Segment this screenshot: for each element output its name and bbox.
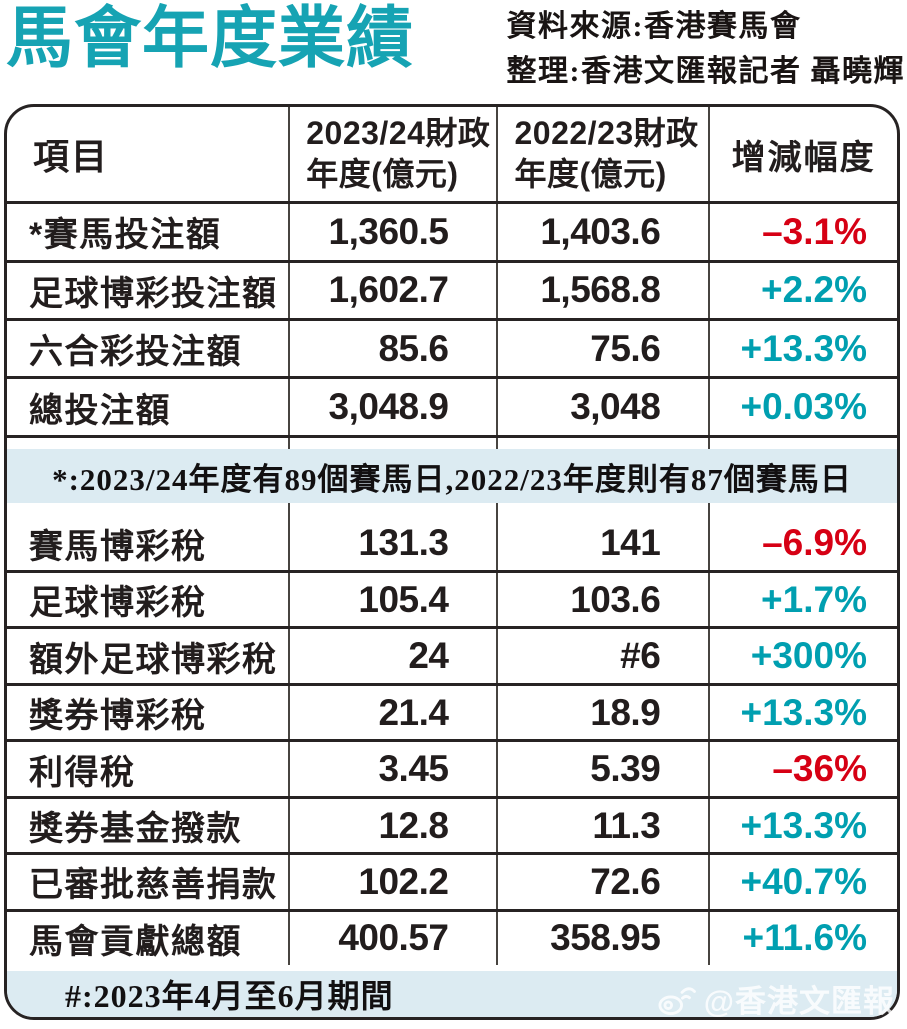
value-fy2024: 24 bbox=[288, 629, 496, 683]
table-header-row: 項目 2023/24財政 年度(億元) 2022/23財政 年度(億元) 增減幅… bbox=[7, 107, 897, 205]
table-row: 額外足球博彩稅 24 #6 +300% bbox=[7, 629, 897, 686]
value-fy2024: 12.8 bbox=[288, 798, 496, 853]
table-row: 利得稅 3.45 5.39 –36% bbox=[7, 742, 897, 799]
value-fy2023: 5.39 bbox=[496, 742, 708, 796]
value-fy2023: 72.6 bbox=[496, 855, 708, 909]
table-row: 足球博彩稅 105.4 103.6 +1.7% bbox=[7, 573, 897, 630]
table-row: *賽馬投注額 1,360.5 1,403.6 –3.1% bbox=[7, 204, 897, 263]
source-line: 資料來源:香港賽馬會 bbox=[506, 10, 802, 43]
row-label: 足球博彩稅 bbox=[29, 584, 207, 623]
value-fy2023: 1,403.6 bbox=[496, 204, 708, 260]
period-note: #:2023年4月至6月期間 bbox=[7, 971, 897, 1017]
column-header-fy2023: 2022/23財政 年度(億元) bbox=[496, 107, 708, 202]
column-header-fy2024-line2: 年度(億元) bbox=[306, 156, 459, 193]
watermark-text: @香港文匯報 bbox=[703, 984, 895, 1019]
table-row: 足球博彩投注額 1,602.7 1,568.8 +2.2% bbox=[7, 262, 897, 322]
page-title: 馬會年度業績 bbox=[6, 1, 414, 76]
table-row: 獎券博彩稅 21.4 18.9 +13.3% bbox=[7, 685, 897, 743]
value-fy2023: 358.95 bbox=[496, 911, 708, 966]
value-fy2023: 18.9 bbox=[496, 685, 708, 740]
change-value: +13.3% bbox=[708, 798, 897, 853]
table-row: 已審批慈善捐款 102.2 72.6 +40.7% bbox=[7, 855, 897, 912]
table-row: 六合彩投注額 85.6 75.6 +13.3% bbox=[7, 321, 897, 380]
divider-spacer bbox=[7, 437, 897, 450]
row-label: 已審批慈善捐款 bbox=[29, 866, 278, 905]
change-value: +0.03% bbox=[708, 379, 897, 435]
value-fy2023: 75.6 bbox=[496, 321, 708, 377]
row-label: 賽馬博彩稅 bbox=[29, 527, 207, 566]
change-value: –6.9% bbox=[708, 516, 897, 570]
table-row: 賽馬博彩稅 131.3 141 –6.9% bbox=[7, 516, 897, 573]
change-value: +2.2% bbox=[708, 262, 897, 319]
column-header-fy2023-line1: 2022/23財政 bbox=[514, 115, 699, 152]
source-attribution: 資料來源:香港賽馬會 整理:香港文匯報記者 聶曉輝 bbox=[507, 4, 906, 94]
value-fy2024: 1,602.7 bbox=[288, 262, 496, 319]
value-fy2024: 400.57 bbox=[288, 911, 496, 966]
row-label: 額外足球博彩稅 bbox=[29, 640, 278, 679]
row-label: 獎券博彩稅 bbox=[29, 697, 207, 736]
credit-line: 整理:香港文匯報記者 聶曉輝 bbox=[506, 55, 905, 88]
change-value: –3.1% bbox=[708, 204, 897, 260]
change-value: –36% bbox=[708, 742, 897, 796]
weibo-icon bbox=[657, 982, 697, 1016]
table-row: 獎券基金撥款 12.8 11.3 +13.3% bbox=[7, 798, 897, 856]
value-fy2024: 85.6 bbox=[288, 321, 496, 377]
watermark: @香港文匯報 bbox=[657, 976, 895, 1021]
table-row: 馬會貢獻總額 400.57 358.95 +11.6% bbox=[7, 911, 897, 966]
column-header-item: 項目 bbox=[33, 136, 110, 178]
table-row: 總投注額 3,048.9 3,048 +0.03% bbox=[7, 379, 897, 438]
row-label: 足球博彩投注額 bbox=[29, 274, 278, 313]
row-label: 利得稅 bbox=[29, 753, 136, 792]
results-table: 項目 2023/24財政 年度(億元) 2022/23財政 年度(億元) 增減幅… bbox=[4, 104, 900, 1020]
value-fy2023: 103.6 bbox=[496, 573, 708, 627]
value-fy2024: 131.3 bbox=[288, 516, 496, 570]
value-fy2024: 21.4 bbox=[288, 685, 496, 740]
value-fy2023: #6 bbox=[496, 629, 708, 683]
value-fy2024: 102.2 bbox=[288, 855, 496, 909]
column-header-fy2024: 2023/24財政 年度(億元) bbox=[288, 107, 496, 202]
change-value: +40.7% bbox=[708, 855, 897, 909]
value-fy2023: 3,048 bbox=[496, 379, 708, 435]
column-header-fy2024-line1: 2023/24財政 bbox=[306, 115, 491, 152]
masthead: 馬會年度業績 資料來源:香港賽馬會 整理:香港文匯報記者 聶曉輝 bbox=[0, 0, 907, 104]
value-fy2024: 1,360.5 bbox=[288, 204, 496, 260]
value-fy2023: 141 bbox=[496, 516, 708, 570]
row-label: 六合彩投注額 bbox=[29, 333, 242, 372]
column-header-fy2023-line2: 年度(億元) bbox=[514, 156, 667, 193]
value-fy2024: 3,048.9 bbox=[288, 379, 496, 435]
column-header-change: 增減幅度 bbox=[708, 107, 897, 202]
change-value: +13.3% bbox=[708, 685, 897, 740]
value-fy2023: 1,568.8 bbox=[496, 262, 708, 319]
row-label: *賽馬投注額 bbox=[29, 216, 222, 255]
row-label: 總投注額 bbox=[29, 391, 171, 430]
row-label: 馬會貢獻總額 bbox=[29, 922, 242, 961]
divider-spacer bbox=[7, 502, 897, 517]
change-value: +11.6% bbox=[708, 911, 897, 966]
change-value: +1.7% bbox=[708, 573, 897, 627]
value-fy2024: 3.45 bbox=[288, 742, 496, 796]
divider-gap bbox=[7, 965, 897, 971]
value-fy2023: 11.3 bbox=[496, 798, 708, 853]
change-value: +300% bbox=[708, 629, 897, 683]
race-day-note: *:2023/24年度有89個賽馬日,2022/23年度則有87個賽馬日 bbox=[7, 449, 897, 503]
change-value: +13.3% bbox=[708, 321, 897, 377]
row-label: 獎券基金撥款 bbox=[29, 810, 242, 849]
value-fy2024: 105.4 bbox=[288, 573, 496, 627]
